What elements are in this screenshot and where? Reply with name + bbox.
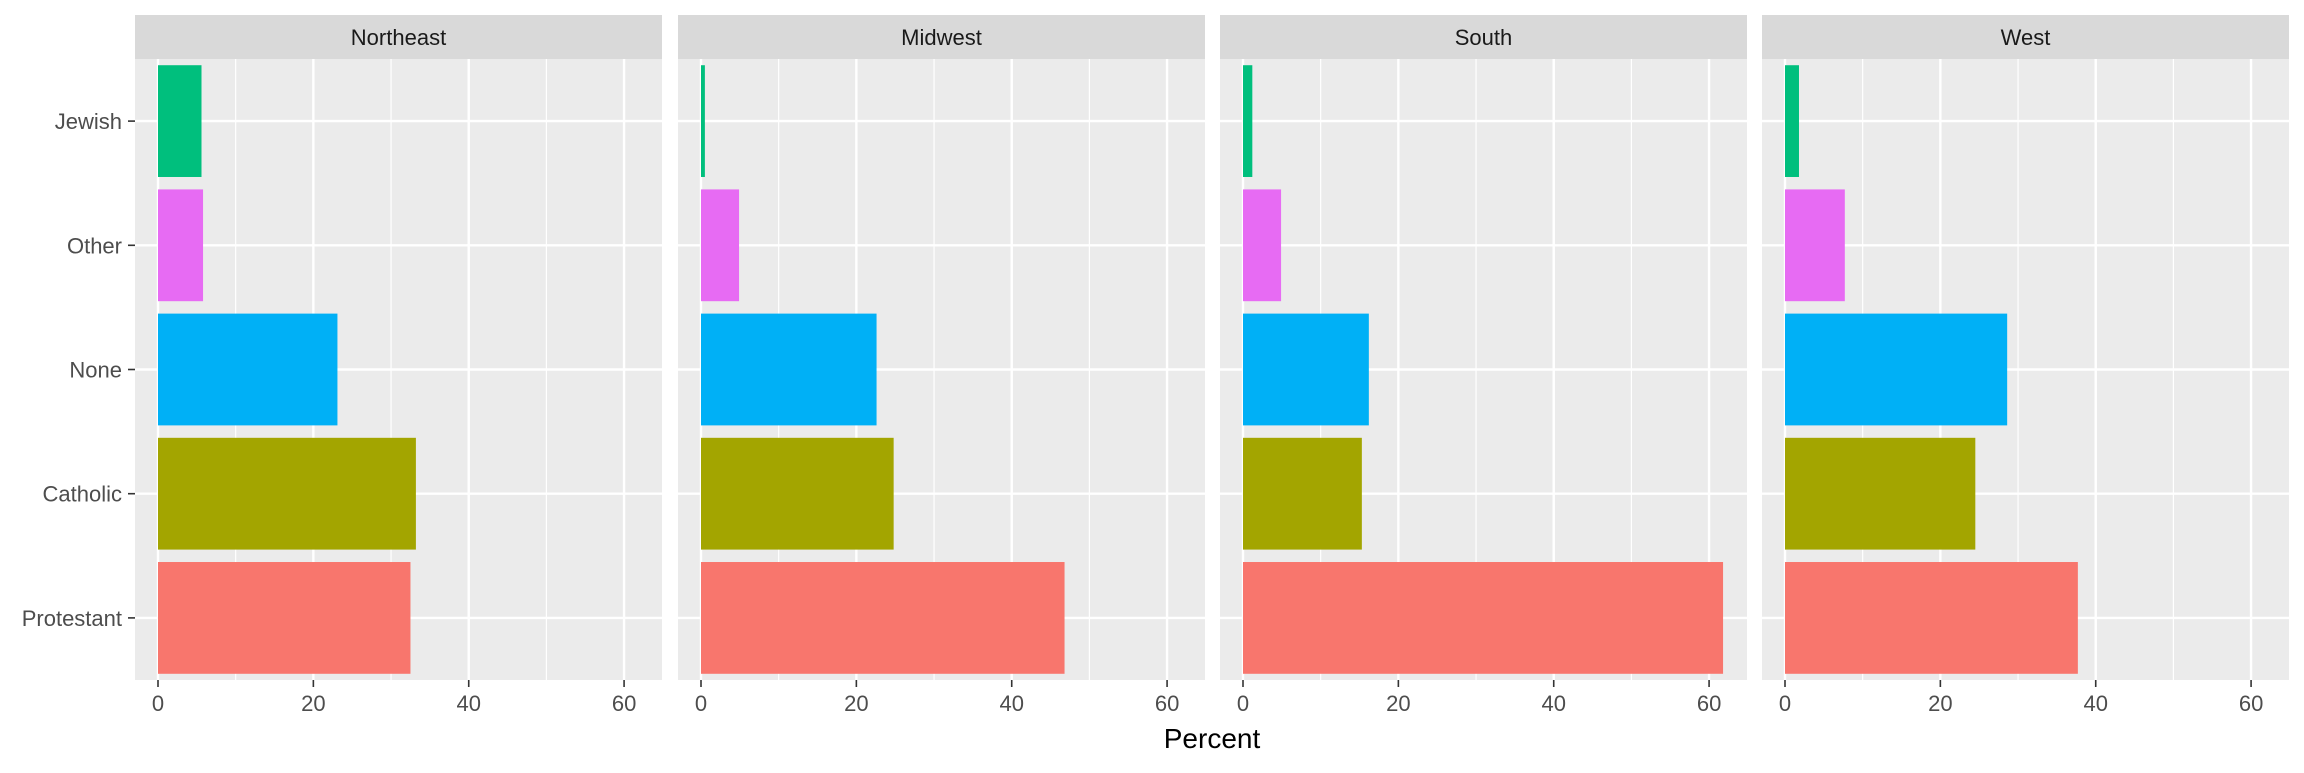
facet-label-northeast: Northeast — [351, 25, 446, 50]
x-tick-label: 40 — [1541, 691, 1565, 716]
bar-south-protestant — [1243, 562, 1724, 674]
facet-label-west: West — [2001, 25, 2051, 50]
bar-south-none — [1243, 313, 1369, 426]
bar-south-other — [1243, 189, 1282, 302]
bar-northeast-none — [158, 313, 338, 426]
x-tick-label: 60 — [1697, 691, 1721, 716]
bar-midwest-none — [701, 313, 877, 426]
bar-west-other — [1785, 189, 1845, 302]
x-tick-label: 60 — [612, 691, 636, 716]
facet-strip-northeast — [135, 15, 662, 59]
bar-west-none — [1785, 313, 2008, 426]
x-tick-label: 0 — [1237, 691, 1249, 716]
x-tick-label: 0 — [152, 691, 164, 716]
x-tick-label: 60 — [2239, 691, 2263, 716]
x-tick-label: 0 — [695, 691, 707, 716]
bar-midwest-protestant — [701, 562, 1065, 674]
bar-west-catholic — [1785, 437, 1976, 550]
bar-west-jewish — [1785, 65, 1799, 177]
y-tick-label-none: None — [69, 358, 122, 383]
y-tick-label-protestant: Protestant — [22, 606, 122, 631]
x-tick-label: 40 — [456, 691, 480, 716]
bar-south-jewish — [1243, 65, 1253, 177]
bar-south-catholic — [1243, 437, 1362, 550]
bar-midwest-other — [701, 189, 740, 302]
facet-label-south: South — [1455, 25, 1513, 50]
facet-strip-south — [1220, 15, 1747, 59]
y-tick-label-catholic: Catholic — [43, 482, 122, 507]
bar-west-protestant — [1785, 562, 2078, 674]
x-tick-label: 0 — [1779, 691, 1791, 716]
bar-midwest-catholic — [701, 437, 894, 550]
x-tick-label: 40 — [999, 691, 1023, 716]
bar-northeast-protestant — [158, 562, 411, 674]
facet-strip-midwest — [678, 15, 1205, 59]
facet-strip-west — [1762, 15, 2289, 59]
bar-northeast-catholic — [158, 437, 416, 550]
x-tick-label: 40 — [2083, 691, 2107, 716]
x-tick-label: 20 — [301, 691, 325, 716]
y-tick-label-jewish: Jewish — [55, 109, 122, 134]
x-tick-label: 60 — [1155, 691, 1179, 716]
x-axis-title: Percent — [1164, 723, 1261, 754]
bar-northeast-jewish — [158, 65, 202, 177]
facet-label-midwest: Midwest — [901, 25, 982, 50]
bar-midwest-jewish — [701, 65, 705, 177]
x-tick-label: 20 — [1386, 691, 1410, 716]
x-tick-label: 20 — [1928, 691, 1952, 716]
bar-northeast-other — [158, 189, 204, 302]
y-tick-label-other: Other — [67, 233, 122, 258]
x-tick-label: 20 — [844, 691, 868, 716]
